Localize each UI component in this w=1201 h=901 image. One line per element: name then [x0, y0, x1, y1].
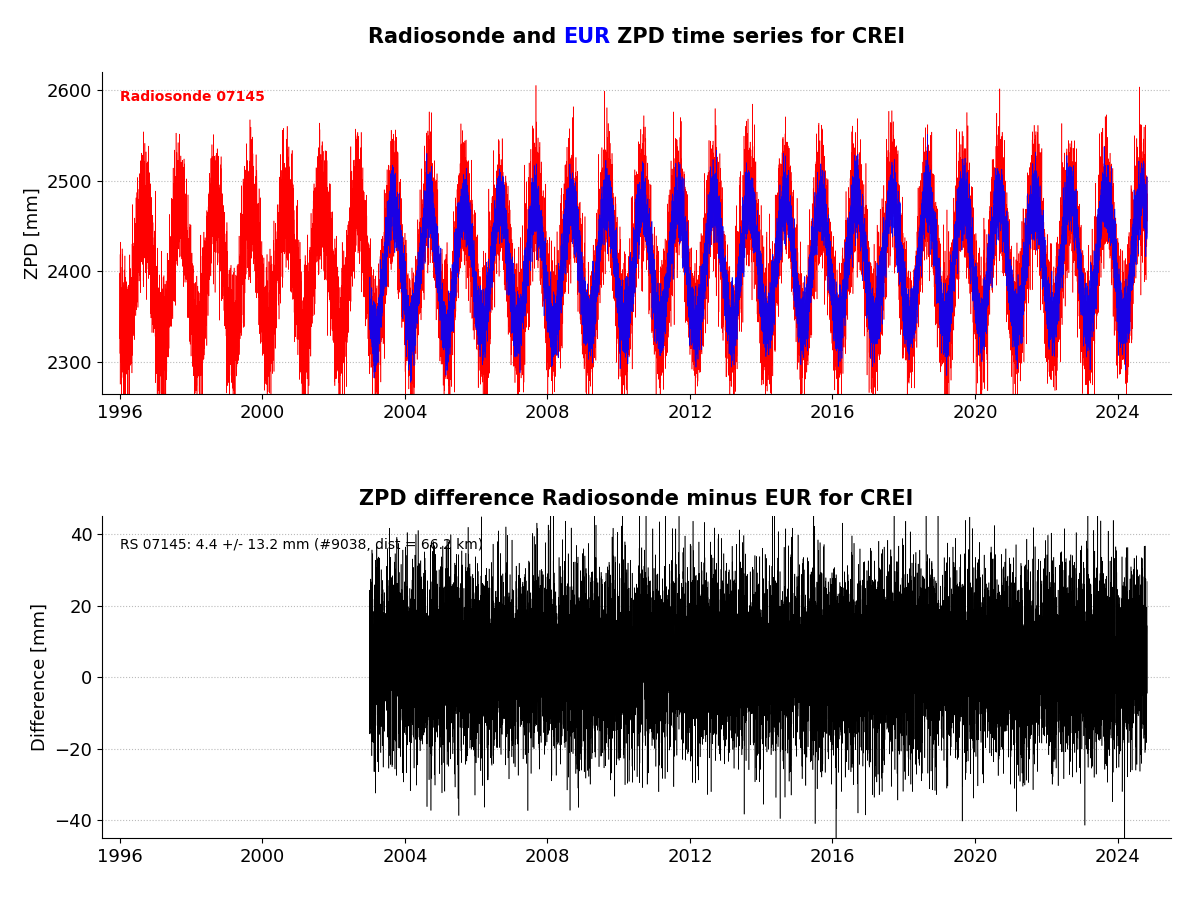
Text: Radiosonde and EUR ZPD time series for CREI: Radiosonde and EUR ZPD time series for C…: [368, 40, 906, 59]
Text: EUR: EUR: [563, 27, 610, 47]
Text: Radiosonde and: Radiosonde and: [368, 27, 563, 47]
Y-axis label: ZPD [mm]: ZPD [mm]: [23, 187, 41, 278]
Text: ZPD time series for CREI: ZPD time series for CREI: [610, 27, 906, 47]
Title: ZPD difference Radiosonde minus EUR for CREI: ZPD difference Radiosonde minus EUR for …: [359, 489, 914, 509]
Y-axis label: Difference [mm]: Difference [mm]: [31, 603, 49, 751]
Text: RS 07145: 4.4 +/- 13.2 mm (#9038, dist = 66.2 km): RS 07145: 4.4 +/- 13.2 mm (#9038, dist =…: [120, 538, 483, 551]
Text: Radiosonde 07145: Radiosonde 07145: [120, 90, 264, 105]
